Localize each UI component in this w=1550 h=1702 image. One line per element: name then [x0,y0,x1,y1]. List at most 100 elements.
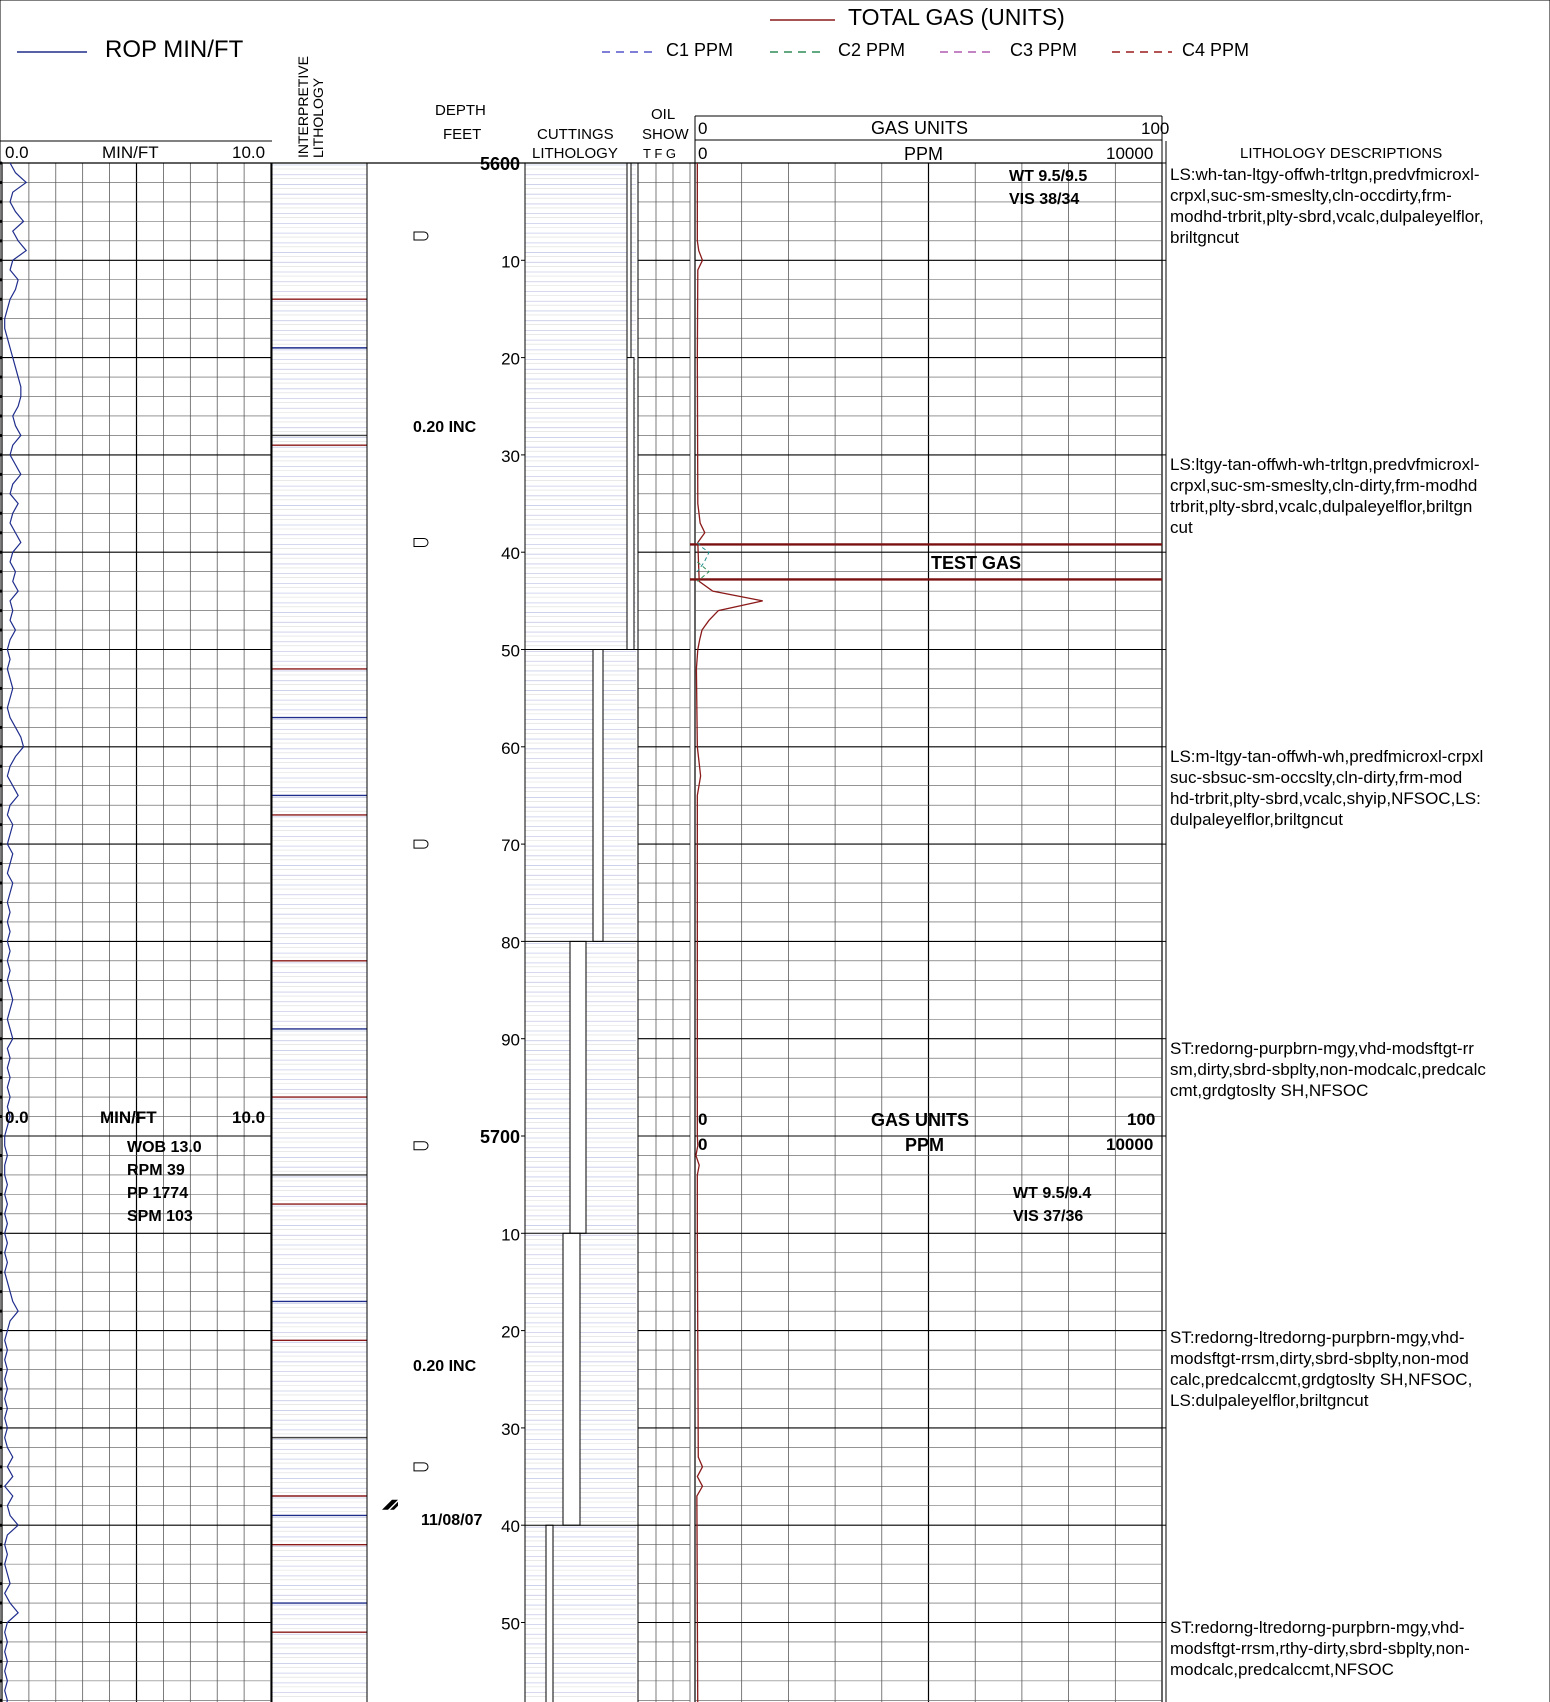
ppm-scale-max-repeat: 10000 [1106,1135,1154,1154]
gas-scale-label: GAS UNITS [871,118,969,138]
lithology-description-5: ST:redorng-ltredorng-purpbrn-mgy,vhd- mo… [1170,1328,1473,1410]
depth-tick-dot [0,375,3,379]
depth-tick-dot [0,628,3,632]
rop-scale-unit: MIN/FT [102,143,159,162]
lithology-description-6: ST:redorng-ltredorng-purpbrn-mgy,vhd- mo… [1170,1618,1470,1679]
depth-tick-dot [0,1387,3,1391]
spm-value: SPM 103 [127,1208,193,1225]
depth-tick-dot [0,862,3,866]
depth-tick-dot [0,1543,3,1547]
lithology-descriptions-header: LITHOLOGY DESCRIPTIONS [1240,145,1443,162]
depth-tick-dot [0,1523,3,1527]
rop-legend-swatch [17,51,87,53]
depth-tick-dot [0,1037,3,1041]
date-label: 11/08/07 [421,1512,483,1529]
depth-tick-dot [0,1076,3,1080]
c2-curve [697,561,710,582]
c3-legend-swatch [940,51,995,53]
total-gas-curve [695,163,763,1702]
cuttings-header: CUTTINGS [537,126,614,143]
depth-tick-dot [0,920,3,924]
depth-label: 40 [501,544,520,563]
pp-value: PP 1774 [127,1185,189,1202]
depth-tick-dot [0,356,3,360]
oil-header: OIL [651,106,676,123]
c2-legend-label: C2 PPM [838,40,906,60]
depth-tick-dot [0,1659,3,1663]
inclination-1: 0.20 INC [413,419,477,436]
depth-tick-dot [0,1445,3,1449]
rop-curve [3,162,28,1702]
c4-legend-swatch [1112,51,1172,53]
depth-label: 50 [501,1615,520,1634]
gas-scale-min: 0 [698,119,708,138]
depth-tick-dot [0,1504,3,1508]
depth-tick-dot [0,570,3,574]
depth-tick-dot [0,219,3,223]
depth-tick-dot [0,1192,3,1196]
depth-tick-dot [0,453,3,457]
gas-scale-min-repeat: 0 [698,1110,708,1129]
ppm-scale-min: 0 [698,144,708,163]
mud-weight-1: WT 9.5/9.5 [1009,168,1088,185]
depth-label: 5600 [480,154,520,174]
lithology-description-2: LS:ltgy-tan-offwh-wh-trltgn,predvfmicrox… [1170,455,1480,537]
cuttings-percent-box [562,1232,581,1526]
depth-tick-dot [0,1329,3,1333]
interpretive-lithology-track [272,164,367,1702]
depth-header: DEPTH [435,102,486,119]
depth-tick-dot [0,1153,3,1157]
depth-tick-dot [0,939,3,943]
depth-tick-dot [0,180,3,184]
depth-tick-dot [0,1562,3,1566]
rop-scale-min-repeat: 0.0 [5,1108,29,1127]
depth-tick-dot [0,745,3,749]
curves [3,162,1162,1702]
depth-labels: 56001020304050607080905700102030405060 [382,154,525,1634]
depth-tick-dot [0,900,3,904]
depth-tick-dot [0,1582,3,1586]
drilling-params: WOB 13.0 RPM 39 PP 1774 SPM 103 [127,1136,202,1228]
rop-scale-max: 10.0 [232,143,266,162]
depth-tick-dot [0,531,3,535]
depth-tick-dot [0,1465,3,1469]
depth-tick-dot [0,1017,3,1021]
lithology-header: LITHOLOGY [532,145,618,162]
depth-tick-dot [0,609,3,613]
c1-legend-swatch [602,51,657,53]
depth-tick-dot [0,1056,3,1060]
depth-tick-dot [0,1290,3,1294]
depth-tick-dot [0,589,3,593]
depth-tick-dot [0,764,3,768]
depth-label: 70 [501,836,520,855]
depth-label: 50 [501,642,520,661]
feet-header: FEET [443,126,482,143]
depth-label: 20 [501,1323,520,1342]
cuttings-percent-box [592,649,604,942]
depth-label: 60 [501,739,520,758]
depth-tick-dot [0,550,3,554]
wob-value: WOB 13.0 [127,1139,202,1156]
depth-label: 80 [501,933,520,952]
cuttings-percent-box [626,357,635,650]
viscosity-2: VIS 37/36 [1013,1208,1084,1225]
depth-tick-dot [0,686,3,690]
depth-tick-dot [0,803,3,807]
depth-tick-dot [0,998,3,1002]
depth-tick-dot [0,1212,3,1216]
depth-tick-dot [0,1173,3,1177]
depth-tick-dot [0,1270,3,1274]
depth-tick-dot [0,725,3,729]
depth-tick-dot [0,395,3,399]
depth-label: 10 [501,1225,520,1244]
grid-lines [0,161,1166,1702]
bit-change-icon [382,1499,398,1510]
depth-label: 20 [501,350,520,369]
cuttings-percent-box [626,162,632,359]
depth-tick-dot [0,1231,3,1235]
c4-legend-label: C4 PPM [1182,40,1250,60]
inclination-2: 0.20 INC [413,1358,477,1375]
depth-tick-dot [0,881,3,885]
